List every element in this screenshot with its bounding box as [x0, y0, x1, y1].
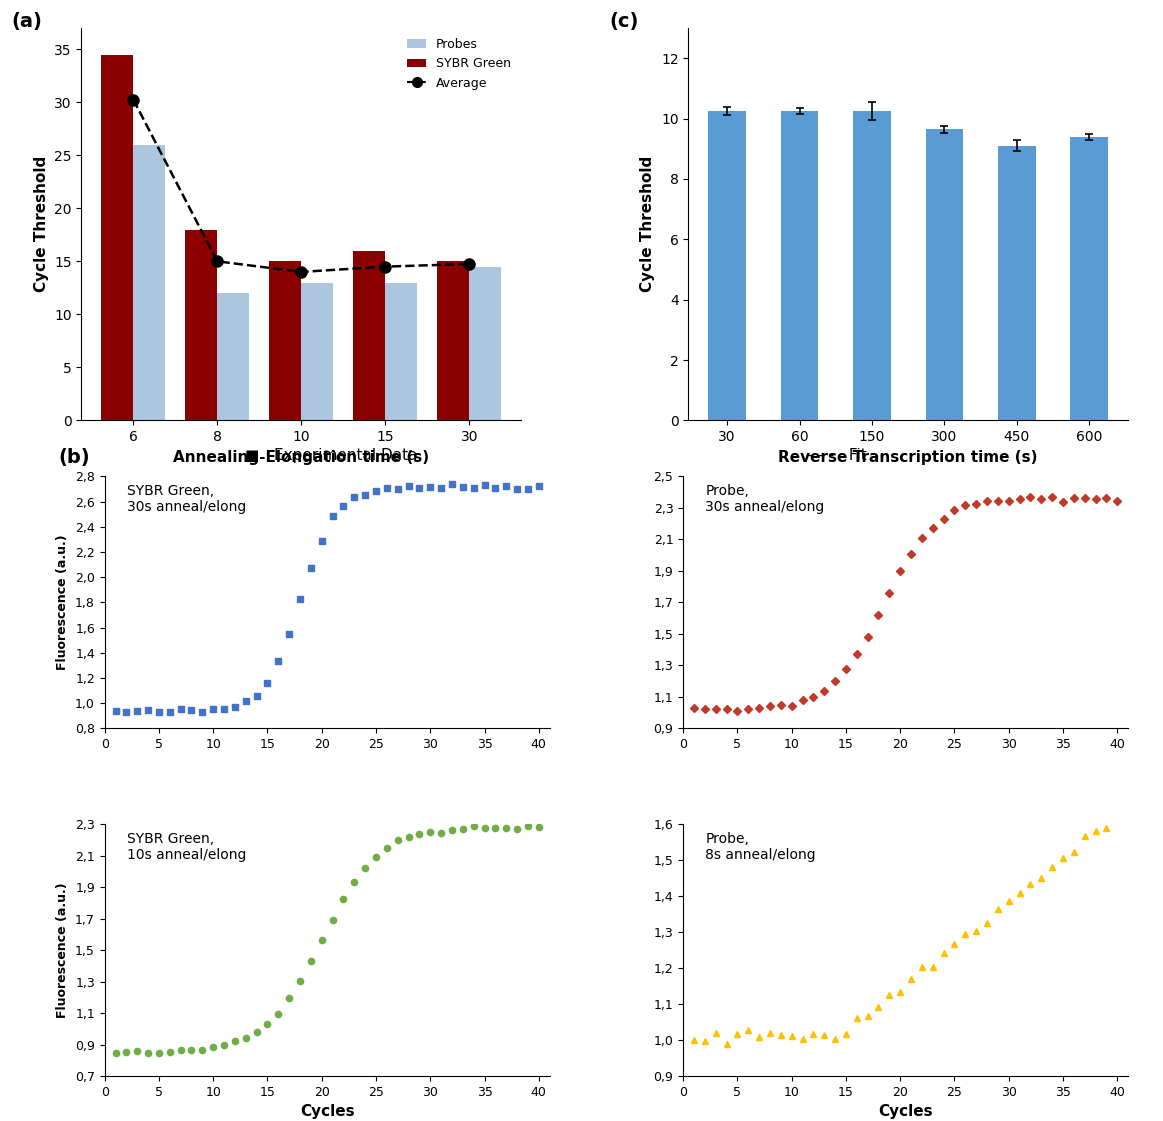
Text: Probe,
8s anneal/elong: Probe, 8s anneal/elong	[706, 832, 816, 862]
Text: (b): (b)	[58, 448, 90, 467]
Bar	[101, 55, 134, 420]
Bar	[1070, 137, 1108, 420]
Bar	[270, 261, 301, 420]
Bar	[217, 293, 249, 420]
Text: (c): (c)	[609, 12, 638, 31]
Text: Probe,
30s anneal/elong: Probe, 30s anneal/elong	[706, 484, 825, 515]
Text: SYBR Green,
30s anneal/elong: SYBR Green, 30s anneal/elong	[127, 484, 247, 515]
Y-axis label: Fluorescence (a.u.): Fluorescence (a.u.)	[56, 882, 70, 1018]
Y-axis label: Cycle Threshold: Cycle Threshold	[34, 156, 49, 293]
Text: SYBR Green,
10s anneal/elong: SYBR Green, 10s anneal/elong	[127, 832, 247, 862]
Bar	[926, 129, 963, 420]
X-axis label: Cycles: Cycles	[300, 1104, 355, 1120]
Text: ■   Experimental Data: ■ Experimental Data	[245, 448, 418, 463]
Y-axis label: Cycle Threshold: Cycle Threshold	[641, 156, 656, 293]
Bar	[301, 282, 334, 420]
Bar	[854, 111, 891, 420]
X-axis label: Annealing-Elongation time (s): Annealing-Elongation time (s)	[173, 450, 429, 464]
Bar	[470, 267, 501, 420]
Bar	[708, 111, 745, 420]
X-axis label: Cycles: Cycles	[878, 1104, 933, 1120]
Bar	[354, 251, 385, 420]
Text: - - -   Fit: - - - Fit	[808, 448, 866, 463]
X-axis label: Reverse Transcription time (s): Reverse Transcription time (s)	[778, 450, 1037, 464]
Bar	[998, 146, 1036, 420]
Y-axis label: Fluorescence (a.u.): Fluorescence (a.u.)	[56, 535, 70, 670]
Text: (a): (a)	[10, 12, 42, 31]
Bar	[185, 230, 217, 420]
Bar	[385, 282, 418, 420]
Bar	[134, 145, 165, 420]
Bar	[780, 111, 819, 420]
Legend: Probes, SYBR Green, Average: Probes, SYBR Green, Average	[404, 35, 515, 93]
Bar	[437, 261, 470, 420]
